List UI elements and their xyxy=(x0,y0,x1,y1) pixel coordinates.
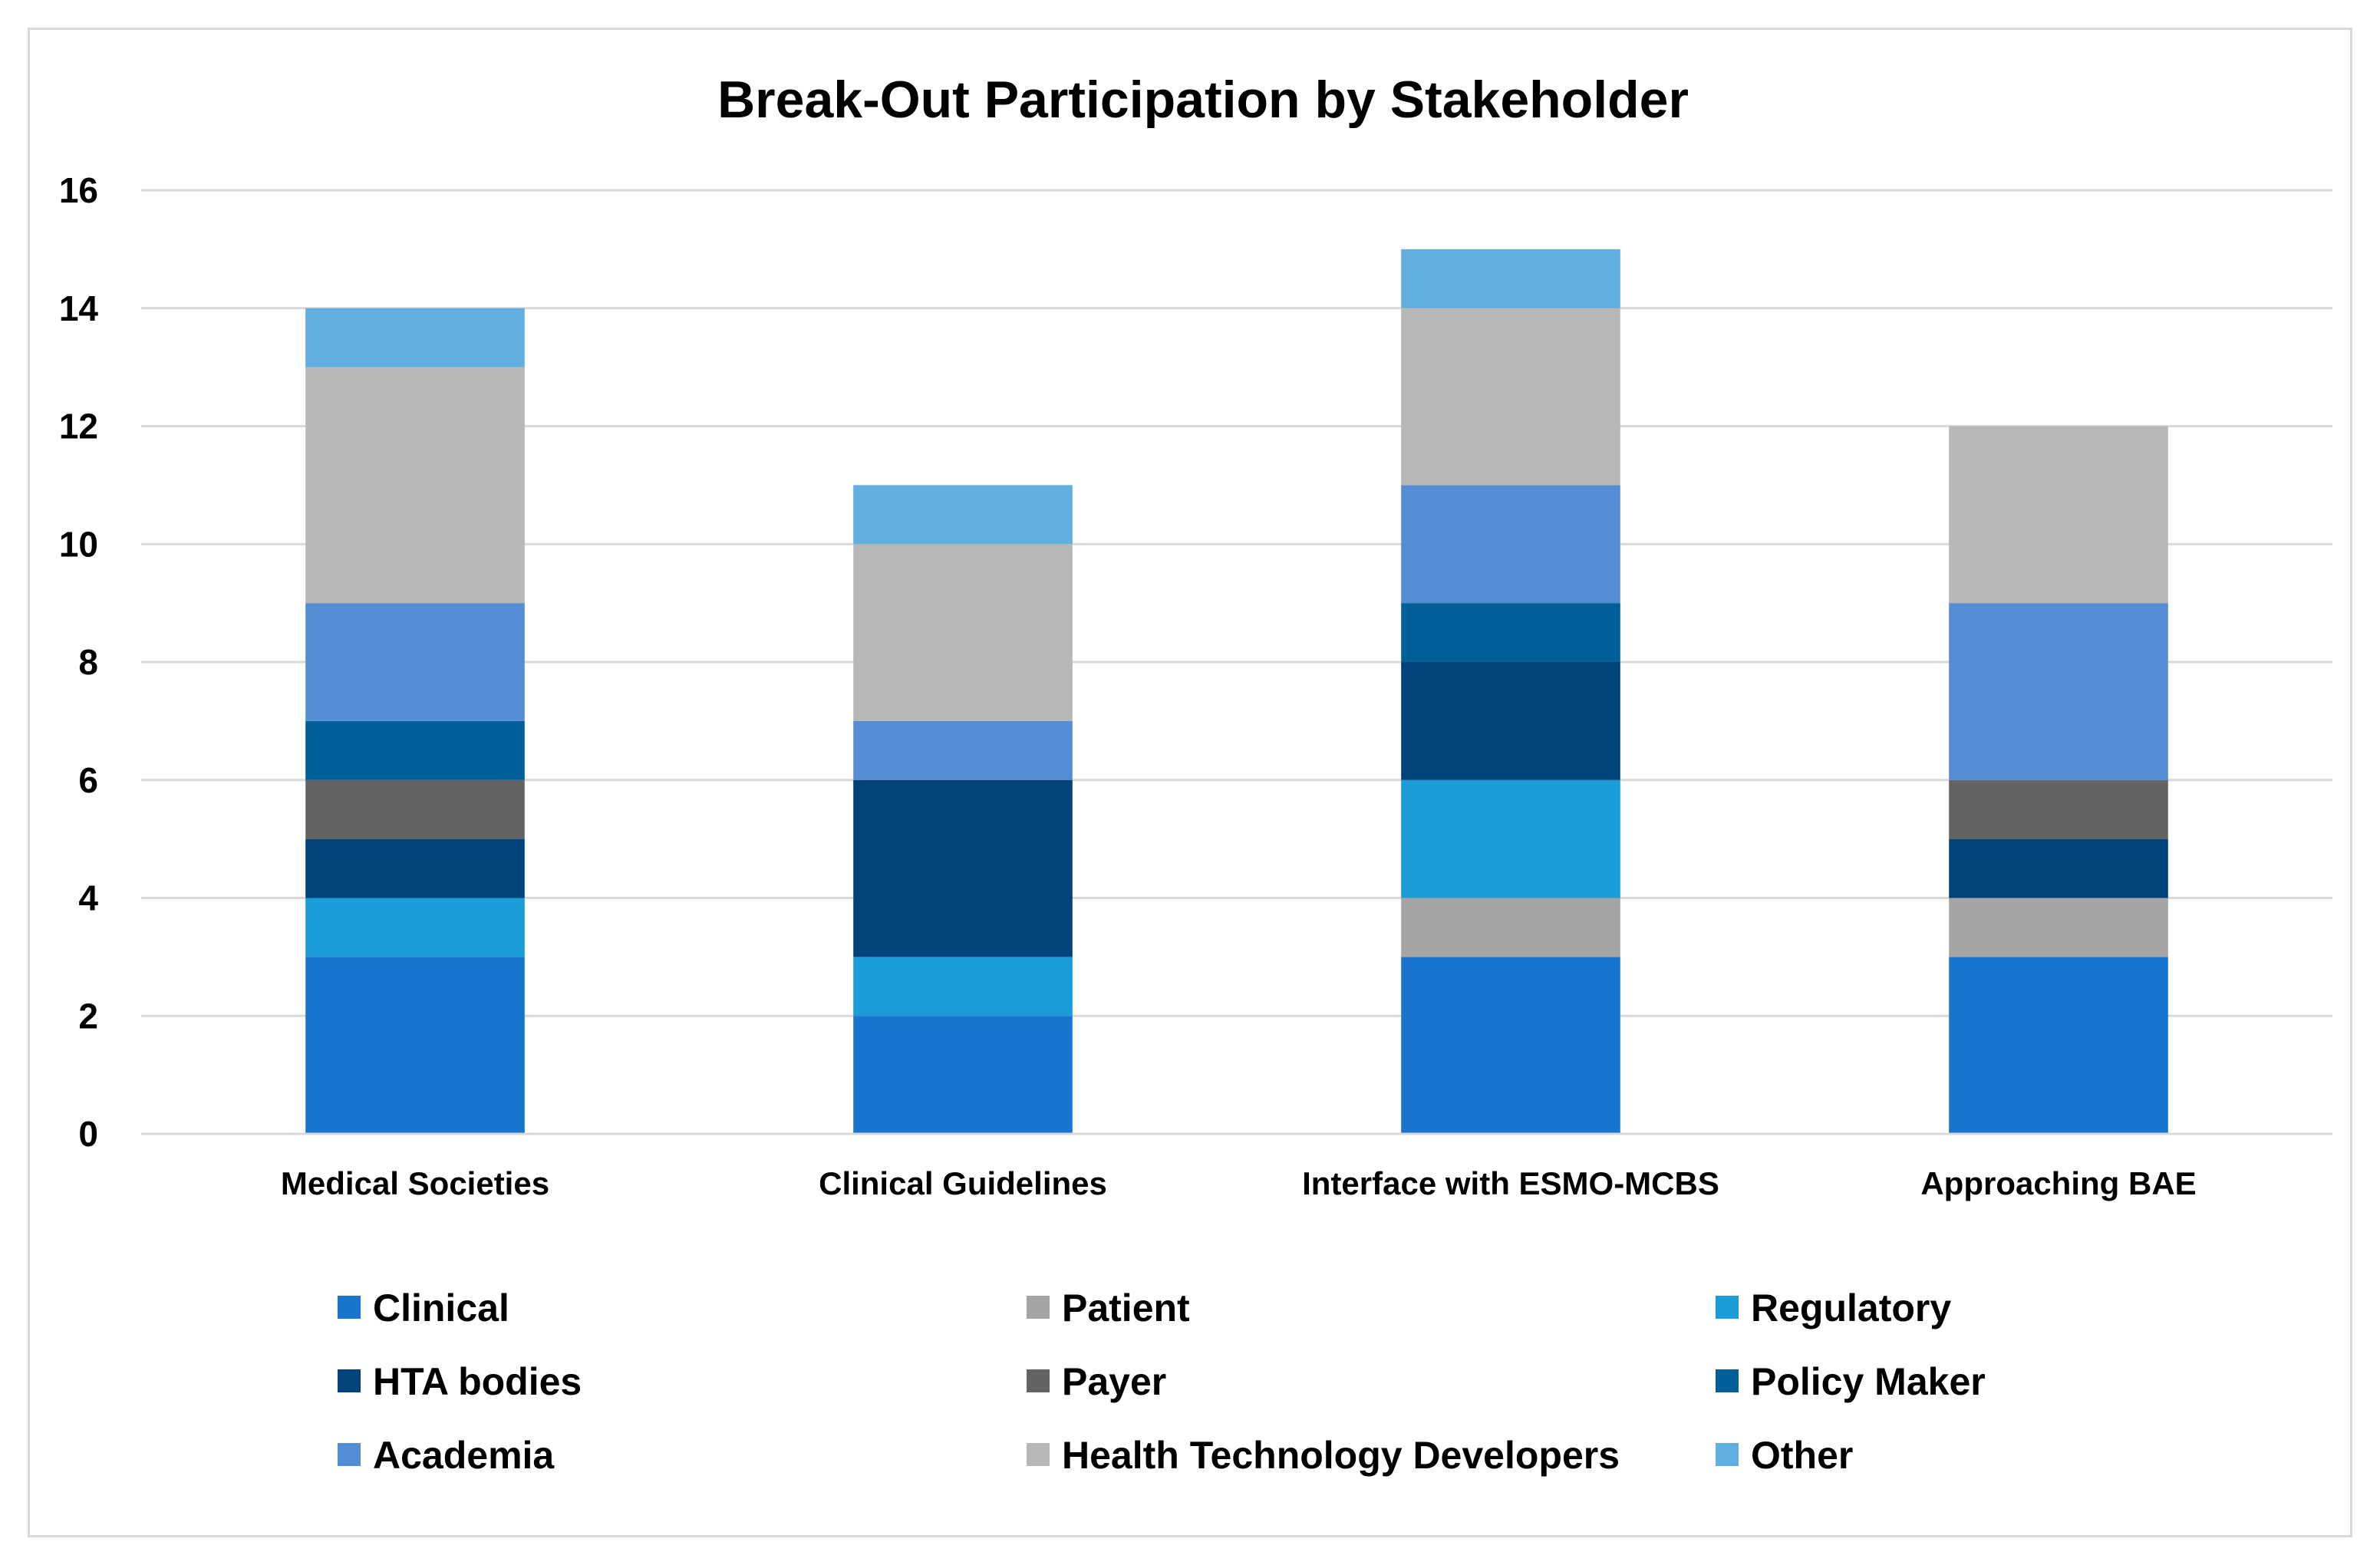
legend: Clinical Patient Regulatory HTA bodies Payer… xyxy=(338,1287,1986,1477)
legend-swatch xyxy=(1716,1369,1739,1392)
bar-approaching-bae-hta-bodies xyxy=(1949,839,2168,898)
bar-interface-with-esmo-mcbs-patient xyxy=(1401,898,1620,957)
x-tick-label: Approaching BAE xyxy=(1920,1165,2196,1201)
legend-item-academia: Academia xyxy=(338,1434,555,1477)
legend-item-health-technology-developers: Health Technology Developers xyxy=(1027,1434,1620,1477)
legend-label: Regulatory xyxy=(1751,1287,1951,1329)
bar-approaching-bae-payer xyxy=(1949,779,2168,839)
chart-title: Break-Out Participation by Stakeholder xyxy=(717,71,1689,129)
bar-interface-with-esmo-mcbs-policy-maker xyxy=(1401,603,1620,662)
legend-item-regulatory: Regulatory xyxy=(1716,1287,1951,1329)
legend-item-hta-bodies: HTA bodies xyxy=(338,1360,582,1403)
bar-medical-societies-clinical xyxy=(305,957,525,1134)
bars xyxy=(305,249,2168,1134)
bar-interface-with-esmo-mcbs-other xyxy=(1401,249,1620,308)
bar-medical-societies-payer xyxy=(305,779,525,839)
y-tick-label: 10 xyxy=(59,524,98,564)
y-tick-label: 0 xyxy=(78,1114,98,1154)
legend-label: Clinical xyxy=(373,1287,509,1329)
bar-medical-societies-policy-maker xyxy=(305,720,525,780)
legend-swatch xyxy=(338,1443,361,1466)
bar-medical-societies-academia xyxy=(305,603,525,721)
legend-label: Health Technology Developers xyxy=(1062,1434,1620,1477)
bar-interface-with-esmo-mcbs-hta-bodies xyxy=(1401,662,1620,780)
legend-swatch xyxy=(1027,1296,1050,1319)
legend-label: HTA bodies xyxy=(373,1360,582,1403)
bar-clinical-guidelines-regulatory xyxy=(853,957,1073,1016)
legend-item-clinical: Clinical xyxy=(338,1287,509,1329)
bar-interface-with-esmo-mcbs-regulatory xyxy=(1401,779,1620,898)
x-tick-label: Interface with ESMO-MCBS xyxy=(1302,1165,1719,1201)
y-tick-label: 12 xyxy=(59,407,98,446)
x-tick-label: Clinical Guidelines xyxy=(819,1165,1107,1201)
legend-swatch xyxy=(1027,1369,1050,1392)
bar-approaching-bae-health-technology-developers xyxy=(1949,426,2168,604)
y-tick-label: 14 xyxy=(59,288,99,328)
legend-label: Other xyxy=(1751,1434,1853,1477)
bar-medical-societies-other xyxy=(305,308,525,367)
legend-swatch xyxy=(1716,1443,1739,1466)
bar-medical-societies-regulatory xyxy=(305,898,525,957)
y-tick-label: 2 xyxy=(78,996,98,1036)
bar-interface-with-esmo-mcbs-clinical xyxy=(1401,957,1620,1134)
bar-medical-societies-health-technology-developers xyxy=(305,367,525,604)
legend-swatch xyxy=(338,1296,361,1319)
bar-medical-societies-hta-bodies xyxy=(305,839,525,898)
legend-item-other: Other xyxy=(1716,1434,1853,1477)
legend-label: Policy Maker xyxy=(1751,1360,1986,1403)
bar-interface-with-esmo-mcbs-academia xyxy=(1401,485,1620,604)
bar-clinical-guidelines-hta-bodies xyxy=(853,779,1073,957)
y-tick-label: 8 xyxy=(78,642,98,682)
legend-item-payer: Payer xyxy=(1027,1360,1166,1403)
bar-clinical-guidelines-health-technology-developers xyxy=(853,544,1073,721)
bar-approaching-bae-academia xyxy=(1949,603,2168,780)
legend-label: Payer xyxy=(1062,1360,1166,1403)
y-tick-label: 4 xyxy=(78,878,98,918)
bar-clinical-guidelines-clinical xyxy=(853,1016,1073,1134)
x-tick-label: Medical Societies xyxy=(281,1165,549,1201)
legend-label: Academia xyxy=(373,1434,555,1477)
axes: 0 2 4 6 8 10 12 14 16 Medical Societies Clinical G… xyxy=(59,170,2332,1201)
bar-clinical-guidelines-other xyxy=(853,485,1073,545)
legend-item-policy-maker: Policy Maker xyxy=(1716,1360,1986,1403)
bar-interface-with-esmo-mcbs-health-technology-developers xyxy=(1401,308,1620,486)
legend-swatch xyxy=(1716,1296,1739,1319)
y-tick-label: 6 xyxy=(78,760,98,800)
bar-approaching-bae-patient xyxy=(1949,898,2168,957)
bar-clinical-guidelines-academia xyxy=(853,720,1073,780)
legend-swatch xyxy=(338,1369,361,1392)
legend-swatch xyxy=(1027,1443,1050,1466)
legend-item-patient: Patient xyxy=(1027,1287,1190,1329)
legend-label: Patient xyxy=(1062,1287,1190,1329)
y-tick-label: 16 xyxy=(59,170,98,210)
bar-approaching-bae-clinical xyxy=(1949,957,2168,1134)
